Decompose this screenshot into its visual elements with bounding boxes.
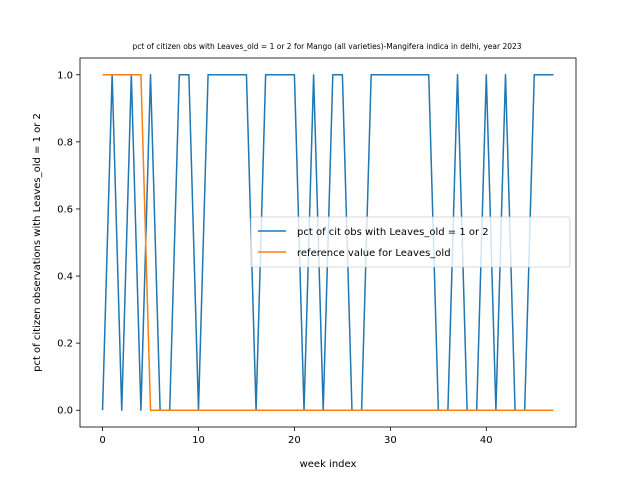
x-tick-label: 40 — [480, 435, 493, 446]
y-axis-label: pct of citizen observations with Leaves_… — [32, 113, 43, 372]
x-tick-label: 10 — [192, 435, 205, 446]
y-tick-label: 1.0 — [57, 70, 73, 81]
x-axis-label: week index — [300, 459, 357, 470]
plot-frame — [79, 57, 577, 428]
x-tick-label: 0 — [99, 435, 105, 446]
y-tick-label: 0.2 — [57, 339, 73, 350]
x-tick-label: 30 — [384, 435, 397, 446]
y-axis: 0.0 0.2 0.4 0.6 0.8 1.0 — [57, 70, 80, 417]
legend-label-series-2: reference value for Leaves_old — [297, 248, 451, 259]
chart-title: pct of citizen obs with Leaves_old = 1 o… — [132, 42, 521, 51]
legend: pct of cit obs with Leaves_old = 1 or 2 … — [250, 216, 571, 268]
legend-label-series-1: pct of cit obs with Leaves_old = 1 or 2 — [297, 227, 489, 238]
y-tick-label: 0.6 — [57, 204, 73, 215]
legend-box — [250, 216, 571, 268]
series-line-2 — [102, 74, 554, 411]
x-axis: 0 10 20 30 40 — [99, 427, 493, 446]
y-tick-label: 0.0 — [57, 406, 73, 417]
y-tick-label: 0.4 — [57, 272, 73, 283]
y-tick-label: 0.8 — [57, 137, 73, 148]
x-tick-label: 20 — [288, 435, 301, 446]
